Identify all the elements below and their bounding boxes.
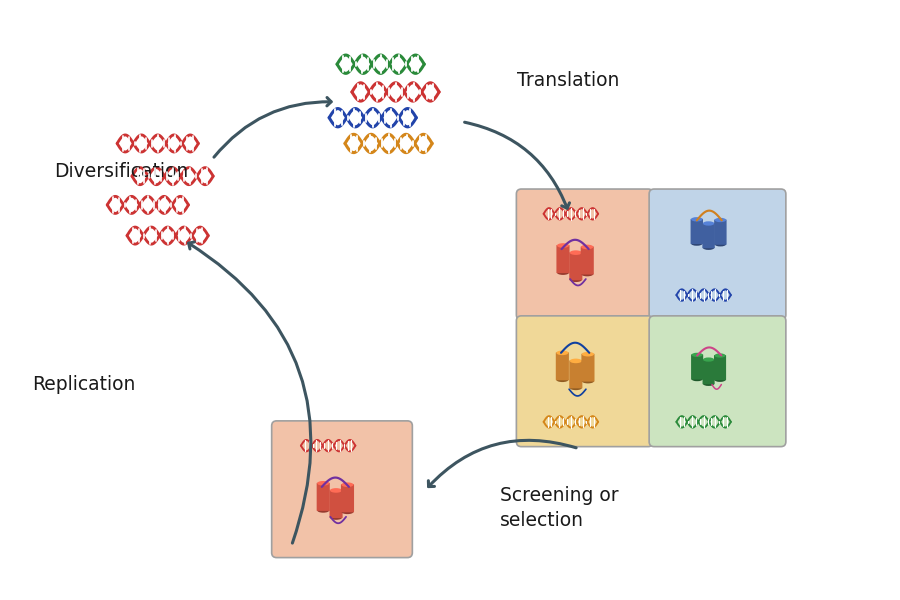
Ellipse shape xyxy=(691,377,703,381)
FancyBboxPatch shape xyxy=(580,247,594,275)
Ellipse shape xyxy=(581,245,593,249)
Ellipse shape xyxy=(341,509,354,514)
Ellipse shape xyxy=(557,243,569,248)
Ellipse shape xyxy=(582,352,594,356)
Ellipse shape xyxy=(715,242,726,247)
FancyBboxPatch shape xyxy=(570,252,582,280)
Ellipse shape xyxy=(570,277,582,282)
Ellipse shape xyxy=(703,245,715,250)
FancyArrowPatch shape xyxy=(464,122,570,208)
FancyBboxPatch shape xyxy=(690,219,703,244)
Ellipse shape xyxy=(581,272,593,277)
FancyBboxPatch shape xyxy=(691,355,703,380)
FancyArrowPatch shape xyxy=(189,242,310,543)
Ellipse shape xyxy=(582,379,594,383)
FancyBboxPatch shape xyxy=(272,421,412,557)
Ellipse shape xyxy=(556,350,569,355)
Ellipse shape xyxy=(570,386,582,390)
FancyBboxPatch shape xyxy=(517,189,653,320)
Ellipse shape xyxy=(557,271,569,275)
Text: Diversification: Diversification xyxy=(54,162,188,181)
FancyArrowPatch shape xyxy=(214,98,331,157)
FancyBboxPatch shape xyxy=(702,223,715,248)
Ellipse shape xyxy=(703,221,715,226)
Ellipse shape xyxy=(330,515,342,520)
FancyBboxPatch shape xyxy=(649,316,786,446)
FancyBboxPatch shape xyxy=(556,352,569,380)
Ellipse shape xyxy=(341,482,354,487)
FancyBboxPatch shape xyxy=(341,484,354,512)
FancyBboxPatch shape xyxy=(556,245,570,273)
Ellipse shape xyxy=(703,358,714,362)
FancyBboxPatch shape xyxy=(317,483,329,511)
FancyBboxPatch shape xyxy=(570,361,582,388)
FancyBboxPatch shape xyxy=(649,189,786,320)
Ellipse shape xyxy=(556,377,569,382)
Ellipse shape xyxy=(570,359,582,363)
FancyBboxPatch shape xyxy=(517,316,653,446)
FancyBboxPatch shape xyxy=(715,220,726,245)
FancyBboxPatch shape xyxy=(581,353,595,382)
Ellipse shape xyxy=(691,353,703,357)
FancyBboxPatch shape xyxy=(703,359,715,385)
Ellipse shape xyxy=(691,217,703,221)
Text: Translation: Translation xyxy=(518,71,620,89)
Ellipse shape xyxy=(317,508,329,512)
Ellipse shape xyxy=(691,241,703,246)
Ellipse shape xyxy=(703,382,714,386)
Ellipse shape xyxy=(715,353,725,358)
FancyBboxPatch shape xyxy=(329,490,343,518)
FancyArrowPatch shape xyxy=(428,440,576,487)
Ellipse shape xyxy=(570,250,582,255)
Ellipse shape xyxy=(330,488,342,493)
FancyBboxPatch shape xyxy=(714,355,726,380)
Ellipse shape xyxy=(317,481,329,485)
Ellipse shape xyxy=(715,377,725,382)
Text: Replication: Replication xyxy=(32,375,135,394)
Ellipse shape xyxy=(715,218,726,222)
Text: Screening or
selection: Screening or selection xyxy=(500,486,618,530)
